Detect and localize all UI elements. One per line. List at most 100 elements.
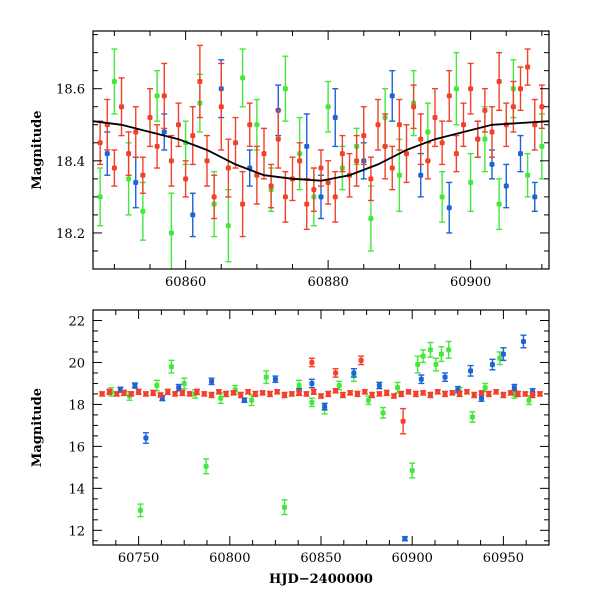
data-point xyxy=(249,397,255,403)
data-point xyxy=(161,129,167,135)
data-point xyxy=(143,391,149,397)
data-point xyxy=(496,201,502,207)
data-point xyxy=(282,504,288,510)
data-point xyxy=(261,151,267,157)
bottom-panel: 60750 60800 60850 60900 60950 12 14 16 18 20 22 Mag… xyxy=(30,309,550,587)
data-point xyxy=(439,140,445,146)
data-point xyxy=(526,397,532,403)
plot-area xyxy=(93,44,549,269)
data-point xyxy=(489,129,495,135)
data-point xyxy=(537,391,543,397)
y-tick-label: 18 xyxy=(68,398,85,413)
plot-frame xyxy=(92,309,550,546)
y-tick-label: 14 xyxy=(68,482,85,497)
data-point xyxy=(309,380,315,386)
data-point xyxy=(168,230,174,236)
data-point xyxy=(241,397,247,403)
data-point xyxy=(482,385,488,391)
data-point xyxy=(400,418,406,424)
x-axis-title: HJD−2400000 xyxy=(269,572,373,587)
data-point xyxy=(247,122,253,128)
data-point xyxy=(418,376,424,382)
x-tick-label: 60900 xyxy=(392,551,433,566)
data-point xyxy=(369,392,375,398)
data-point xyxy=(296,390,302,396)
data-point xyxy=(322,404,328,410)
data-point xyxy=(391,393,397,399)
data-point xyxy=(427,392,433,398)
model-curve-line xyxy=(93,120,549,182)
series-blue xyxy=(117,334,536,542)
data-point xyxy=(539,143,545,149)
data-point xyxy=(245,389,251,395)
data-point xyxy=(530,392,536,398)
x-tick-label: 60860 xyxy=(165,275,206,290)
data-point xyxy=(420,353,426,359)
data-point xyxy=(154,143,160,149)
data-point xyxy=(304,201,310,207)
data-point xyxy=(435,389,441,395)
data-point xyxy=(240,75,246,81)
data-point xyxy=(157,392,163,398)
data-point xyxy=(468,179,474,185)
data-point xyxy=(137,507,143,513)
data-point xyxy=(522,391,528,397)
data-point xyxy=(402,536,408,542)
x-tick-label: 60850 xyxy=(300,551,341,566)
data-point xyxy=(489,161,495,167)
data-point xyxy=(296,383,302,389)
data-point xyxy=(532,122,538,128)
data-point xyxy=(518,151,523,157)
data-point xyxy=(230,390,236,396)
data-point xyxy=(104,151,110,157)
data-point xyxy=(272,376,278,382)
data-point xyxy=(165,389,171,395)
data-point xyxy=(439,194,445,200)
data-point xyxy=(282,392,288,398)
data-point xyxy=(183,176,189,182)
data-point xyxy=(453,151,459,157)
data-point xyxy=(409,468,415,474)
data-point xyxy=(201,391,207,397)
x-tick-label: 60750 xyxy=(118,551,159,566)
data-point xyxy=(433,362,439,368)
data-point xyxy=(268,183,274,189)
data-point xyxy=(216,389,222,395)
series-green xyxy=(108,340,532,518)
data-point xyxy=(133,129,139,135)
data-point xyxy=(496,78,502,84)
data-point xyxy=(168,158,174,164)
data-point xyxy=(489,362,495,368)
data-point xyxy=(420,390,426,396)
data-point xyxy=(532,194,538,200)
data-point xyxy=(415,362,421,368)
data-point xyxy=(260,390,266,396)
data-point xyxy=(238,392,244,398)
data-point xyxy=(438,351,444,357)
data-point xyxy=(154,383,160,389)
data-point xyxy=(347,390,353,396)
data-point xyxy=(197,78,203,84)
data-point xyxy=(194,389,200,395)
data-point xyxy=(225,165,231,171)
plot-area xyxy=(99,334,543,542)
data-point xyxy=(267,391,273,397)
data-point xyxy=(453,86,459,92)
series-blue xyxy=(104,59,538,238)
data-point xyxy=(406,389,412,395)
data-point xyxy=(325,391,331,397)
data-point xyxy=(111,165,117,171)
data-point xyxy=(233,140,238,146)
data-point xyxy=(468,86,474,92)
data-point xyxy=(132,383,138,389)
x-tick-label: 60880 xyxy=(307,275,348,290)
data-point xyxy=(274,389,280,395)
data-point xyxy=(254,122,260,128)
data-point xyxy=(304,143,310,149)
data-point xyxy=(475,136,481,142)
x-tick-label: 60800 xyxy=(209,551,250,566)
data-point xyxy=(442,374,448,380)
data-point xyxy=(468,368,474,374)
data-point xyxy=(275,136,281,142)
